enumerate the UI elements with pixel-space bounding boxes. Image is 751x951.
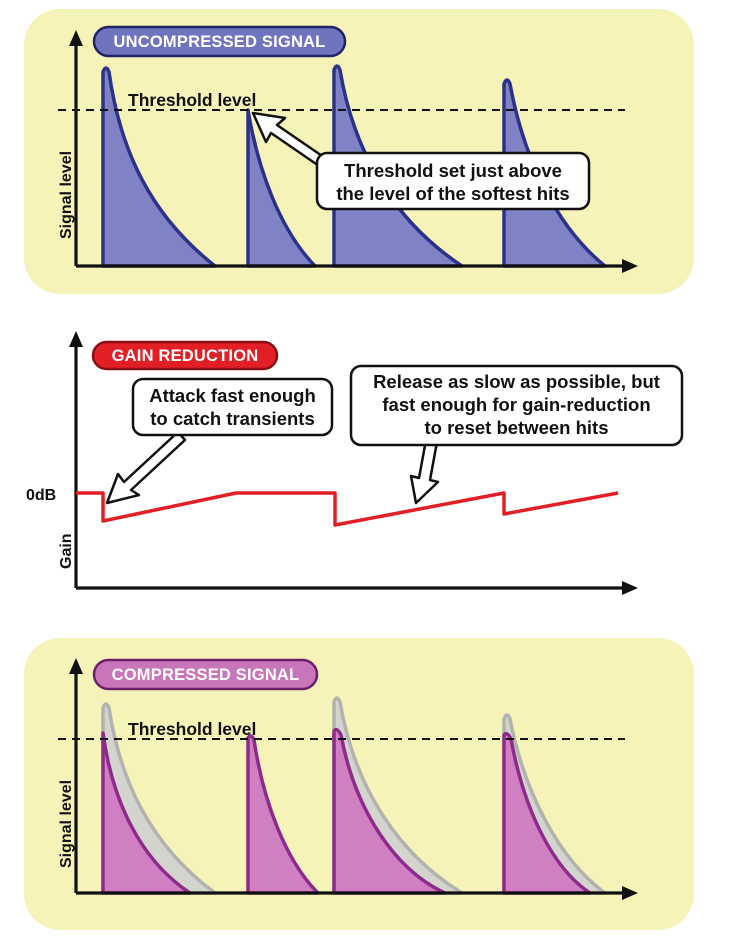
uncompressed-y-axis-label: Signal level xyxy=(58,151,75,239)
threshold-callout-box xyxy=(315,151,591,211)
compressed-waveforms xyxy=(101,727,592,895)
uncompressed-hit-1 xyxy=(101,66,217,268)
compressed-pill-label: COMPRESSED SIGNAL xyxy=(112,666,300,684)
compressed-panel: COMPRESSED SIGNAL Threshold level Signal… xyxy=(24,638,694,930)
uncompressed-hit-4 xyxy=(502,78,607,268)
attack-callout-box xyxy=(131,377,334,437)
release-callout-line-1: Release as slow as possible, but xyxy=(373,371,660,392)
threshold-callout-line-1: Threshold set just above xyxy=(344,160,562,181)
uncompressed-hit-3 xyxy=(332,64,464,268)
threshold-callout-line-2: the level of the softest hits xyxy=(336,183,569,204)
uncompressed-waveforms xyxy=(101,64,607,268)
uncompressed-hit-2 xyxy=(246,108,317,268)
attack-callout: Attack fast enough to catch transients xyxy=(105,377,334,505)
compressed-hit-4 xyxy=(502,731,592,895)
release-callout-box xyxy=(349,364,684,447)
gain-pill-label: GAIN REDUCTION xyxy=(112,347,259,365)
release-callout: Release as slow as possible, but fast en… xyxy=(349,364,684,505)
uncompressed-panel: UNCOMPRESSED SIGNAL Threshold level Sign… xyxy=(24,9,694,294)
compressed-threshold-label: Threshold level xyxy=(128,719,256,739)
compressed-signal-pill: COMPRESSED SIGNAL xyxy=(92,658,319,691)
release-callout-arrow xyxy=(409,438,440,505)
compressed-hit-2 xyxy=(246,734,320,895)
threshold-callout: Threshold set just above the level of th… xyxy=(251,111,591,211)
uncompressed-signal-pill: UNCOMPRESSED SIGNAL xyxy=(92,25,347,58)
release-callout-line-2: fast enough for gain-reduction xyxy=(382,394,650,415)
uncompressed-threshold-label: Threshold level xyxy=(128,90,256,110)
attack-callout-line-2: to catch transients xyxy=(150,408,315,429)
attack-callout-arrow xyxy=(105,430,187,505)
gain-y-axis-label: Gain xyxy=(58,533,75,569)
zero-db-label: 0dB xyxy=(26,487,56,504)
compressed-hit-3 xyxy=(332,727,447,895)
release-callout-line-3: to reset between hits xyxy=(424,417,608,438)
gain-axes xyxy=(69,331,638,595)
uncompressed-pill-label: UNCOMPRESSED SIGNAL xyxy=(114,33,326,51)
compressed-hit-1 xyxy=(101,731,192,895)
gain-reduction-curve xyxy=(76,491,619,527)
gain-reduction-pill: GAIN REDUCTION xyxy=(91,340,279,371)
gain-reduction-panel: GAIN REDUCTION 0dB Gain Attack fast enou… xyxy=(26,331,684,595)
compressed-y-axis-label: Signal level xyxy=(58,780,75,868)
compressed-axes xyxy=(69,658,638,900)
attack-callout-line-1: Attack fast enough xyxy=(149,385,316,406)
uncompressed-axes xyxy=(69,30,638,273)
